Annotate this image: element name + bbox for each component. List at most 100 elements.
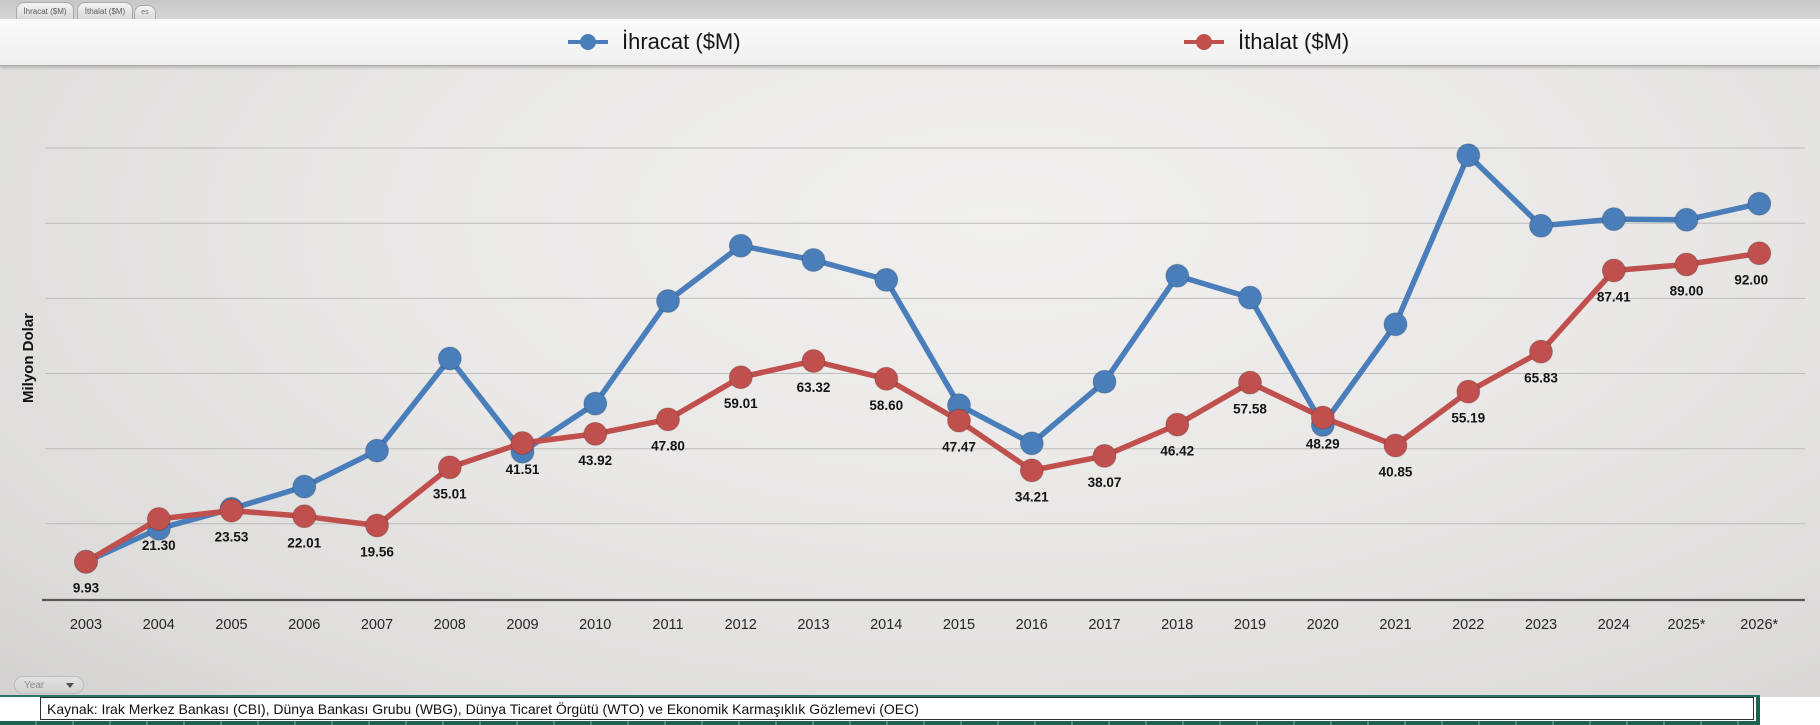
data-label: 92.00 [1734,272,1768,287]
data-point [1310,405,1335,430]
data-point [1383,312,1408,337]
data-label: 34.21 [1015,489,1049,504]
data-point [74,549,98,574]
data-label: 47.47 [942,440,976,455]
data-point [1165,412,1190,437]
data-point [510,431,535,455]
sheet-tab-extra[interactable]: es [134,5,156,19]
data-label: 41.51 [506,462,540,477]
legend-label: İhracat ($M) [622,29,741,54]
data-point [1456,379,1481,404]
sheet-tab-bar: İhracat ($M) İthalat ($M) es [0,0,1820,19]
data-point [365,513,389,538]
data-point [1456,143,1481,168]
data-point [437,455,462,480]
data-label: 40.85 [1379,465,1413,480]
legend-item-ithalat[interactable]: İthalat ($M) [1182,19,1349,65]
data-point [1165,263,1190,288]
data-labels: 9.93 21.30 23.53 22.01 19.56 35.01 41.51 43.92 4… [73,272,1768,595]
x-tick-label: 2014 [870,617,902,633]
x-tick-label: 2013 [797,617,829,633]
x-tick-label: 2009 [506,617,538,633]
sheet-tab-ithalat[interactable]: İthalat ($M) [77,2,133,19]
x-tick-label: 2005 [215,617,247,633]
x-tick-label: 2010 [579,617,611,633]
x-tick-label: 2021 [1379,617,1411,633]
data-label: 57.58 [1233,402,1267,417]
data-point [947,408,971,433]
data-label: 21.30 [142,538,176,553]
x-tick-label: 2008 [434,617,466,633]
legend-label: İthalat ($M) [1238,29,1350,54]
data-label: 55.19 [1451,411,1485,426]
data-point [801,248,826,272]
chevron-down-icon [66,682,74,688]
data-point [365,438,389,463]
data-label: 59.01 [724,396,758,411]
data-point [728,233,753,258]
data-point [1674,252,1699,277]
data-point [1092,443,1117,468]
x-tick-label: 2006 [288,617,320,633]
data-point [292,504,317,529]
plot-background [0,19,1820,698]
data-label: 9.93 [73,581,100,596]
year-filter-button[interactable]: Year [14,676,84,694]
data-label: 22.01 [287,535,321,550]
series-ithalat [74,241,1772,574]
data-label: 46.42 [1160,444,1194,459]
data-label: 23.53 [215,530,249,545]
data-point [1674,207,1699,232]
data-point [1019,431,1044,456]
data-label: 58.60 [869,398,903,413]
data-point [1601,207,1626,232]
legend-marker-ithalat-icon [1184,34,1224,50]
data-point [728,365,753,390]
source-note-text: Kaynak: Irak Merkez Bankası (CBI), Dünya… [47,700,919,717]
data-point [292,474,317,499]
data-point [1019,458,1044,483]
data-point [1529,213,1553,238]
series-line [83,250,1763,565]
x-tick-label: 2004 [143,617,175,633]
data-point [146,507,171,531]
data-label: 89.00 [1670,284,1704,299]
data-point [437,346,462,371]
x-tick-label: 2023 [1525,617,1557,633]
source-note-box: Kaynak: Irak Merkez Bankası (CBI), Dünya… [40,697,1754,720]
sheet-tab-label: İthalat ($M) [84,6,126,16]
x-tick-label: 2015 [943,617,975,633]
data-point [874,366,899,391]
data-label: 63.32 [797,380,831,395]
series-ihracat [74,143,1772,574]
data-label: 43.92 [578,453,612,468]
legend: İhracat ($M) İthalat ($M) [0,19,1820,66]
legend-item-ihracat[interactable]: İhracat ($M) [566,19,741,65]
year-filter-label: Year [24,679,45,691]
data-label: 19.56 [360,545,394,560]
data-point [656,407,680,432]
data-point [1747,191,1772,216]
data-point [583,391,608,416]
data-label: 87.41 [1597,290,1631,305]
x-tick-label: 2020 [1307,617,1339,633]
data-point [1238,285,1262,310]
data-point [801,349,826,373]
legend-marker-ihracat-icon [568,34,608,50]
x-tick-label: 2025* [1668,617,1706,633]
x-axis-labels: 2003 2004 2005 2006 2007 2008 2009 2010 2011 2012… [70,617,1779,633]
bottom-green-bar [1756,697,1760,725]
sheet-tab-ihracat[interactable]: İhracat ($M) [16,2,74,19]
x-tick-label: 2003 [70,617,102,633]
y-axis-title: Milyon Dolar [20,312,37,403]
x-tick-label: 2019 [1234,617,1266,633]
data-label: 35.01 [433,486,467,501]
data-label: 48.29 [1306,437,1340,452]
data-point [1529,339,1553,364]
data-point [874,267,899,292]
grid-lines [45,147,1805,525]
data-point [1747,241,1772,266]
data-point [656,289,680,313]
